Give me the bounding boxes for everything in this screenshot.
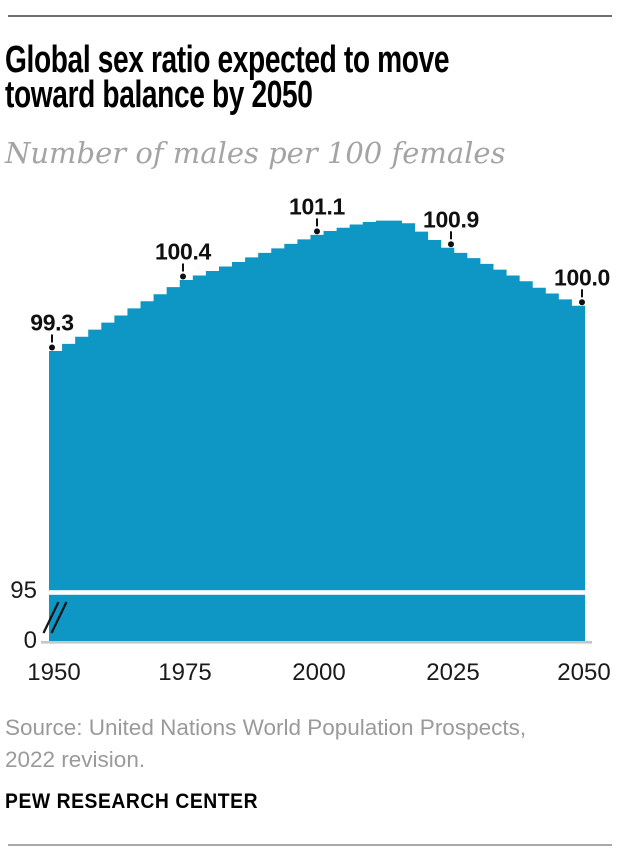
- bottom-rule: [8, 844, 612, 846]
- annotation-2025: 100.9: [423, 206, 479, 248]
- x-tick-1950: 1950: [27, 659, 80, 685]
- x-tick-2050: 2050: [557, 659, 610, 685]
- chart-title: Global sex ratio expected to move toward…: [5, 39, 605, 116]
- annotation-1950: 99.3: [30, 310, 74, 351]
- annotation-label-2025: 100.9: [423, 206, 479, 232]
- axis-break-slash-2: [50, 601, 68, 634]
- x-tick-2000: 2000: [292, 659, 345, 685]
- annotation-dot: [314, 228, 320, 235]
- footer-brand: PEW RESEARCH CENTER: [5, 790, 280, 814]
- annotation-2000: 101.1: [289, 193, 346, 235]
- top-rule: [8, 15, 612, 17]
- y-tick-95: 95: [10, 577, 37, 604]
- annotation-dot: [579, 299, 585, 306]
- chart-subtitle: Number of males per 100 females: [5, 136, 506, 170]
- annotation-dot: [49, 344, 55, 351]
- x-tick-2025: 2025: [426, 659, 479, 685]
- annotation-dot: [448, 241, 454, 248]
- annotation-2050: 100.0: [554, 264, 610, 306]
- sex-ratio-chart: 95 0 1950 1975 2000 2025 2050 99.3 100.4 101.1 1…: [10, 193, 610, 685]
- annotation-label-1950: 99.3: [30, 310, 74, 336]
- annotation-dot: [180, 273, 186, 280]
- axis-break-gap: [49, 590, 585, 595]
- chart-title-line1: Global sex ratio expected to move: [5, 39, 450, 81]
- footer-brand-text: PEW RESEARCH CENTER: [5, 790, 259, 813]
- x-tick-1975: 1975: [158, 659, 211, 685]
- annotation-label-2050: 100.0: [554, 264, 610, 290]
- axis-break-slash-1: [42, 601, 60, 634]
- sex-ratio-area: [49, 220, 585, 641]
- y-tick-0: 0: [24, 627, 37, 654]
- annotation-label-1975: 100.4: [155, 239, 212, 265]
- chart-title-line2: toward balance by 2050: [5, 74, 313, 116]
- source-note: Source: United Nations World Population …: [5, 715, 527, 772]
- annotation-label-2000: 101.1: [289, 193, 346, 219]
- annotation-1975: 100.4: [155, 239, 212, 280]
